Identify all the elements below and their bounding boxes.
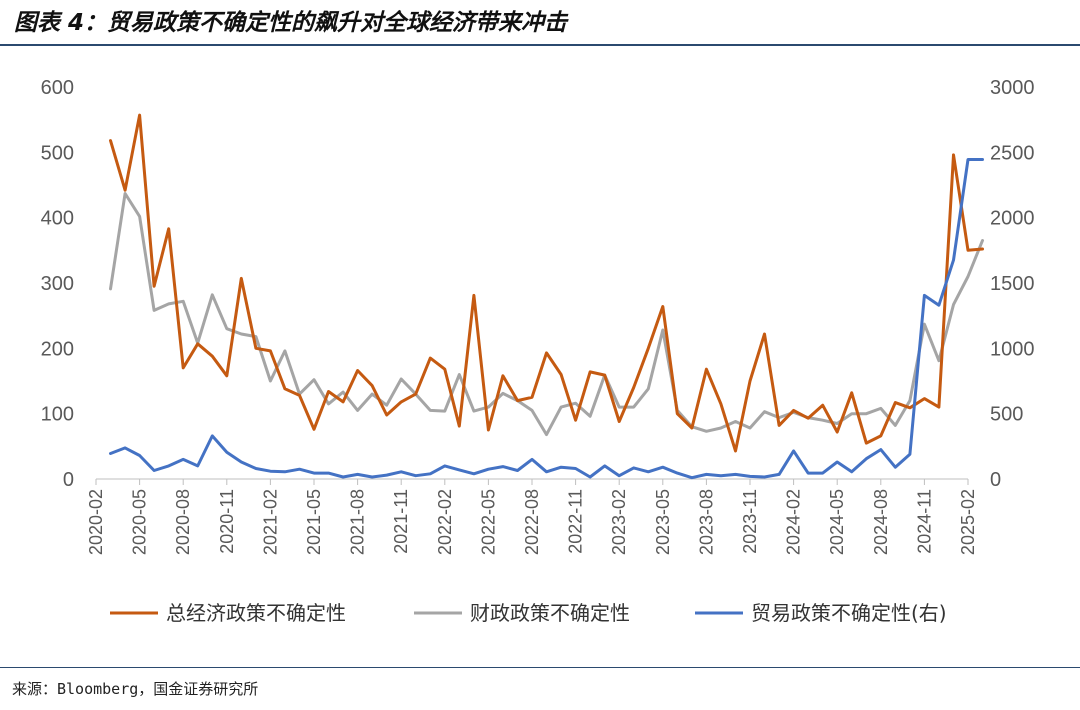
x-tick-label: 2021-02 [260, 489, 280, 555]
x-tick-label: 2024-11 [914, 489, 934, 554]
right-y-tick-label: 2000 [990, 208, 1035, 230]
x-tick-label: 2022-05 [478, 489, 498, 555]
left-y-tick-label: 600 [41, 77, 74, 99]
x-tick-label: 2020-05 [130, 489, 150, 555]
x-tick-label: 2022-02 [435, 489, 455, 555]
x-tick-label: 2020-02 [86, 489, 106, 555]
legend-label-3: 贸易政策不确定性(右) [751, 601, 947, 625]
left-y-tick-label: 200 [41, 338, 74, 360]
series-line-2 [109, 192, 984, 437]
legend-label-2: 财政政策不确定性 [470, 601, 630, 625]
legend: 总经济政策不确定性 财政政策不确定性 贸易政策不确定性(右) [110, 601, 947, 625]
x-tick-label: 2024-05 [827, 489, 847, 555]
right-y-tick-label: 1000 [990, 338, 1035, 360]
right-y-tick-label: 0 [990, 469, 1001, 491]
x-tick-label: 2024-08 [871, 489, 891, 555]
right-y-tick-label: 1500 [990, 273, 1035, 295]
x-tick-label: 2023-08 [696, 489, 716, 555]
x-tick-label: 2025-02 [958, 489, 978, 555]
left-y-axis: 0 100 200 300 400 500 600 [41, 77, 74, 491]
legend-label-1: 总经济政策不确定性 [166, 601, 346, 625]
line-chart: 0 100 200 300 400 500 600 0 500 1000 1500 2000 2500… [41, 77, 1035, 625]
x-tick-label: 2021-11 [391, 489, 411, 554]
figure-title: 图表 4：贸易政策不确定性的飙升对全球经济带来冲击 [14, 10, 568, 36]
series-layer [109, 113, 984, 480]
source-divider [0, 667, 1080, 668]
x-tick-label: 2023-11 [740, 489, 760, 554]
x-tick-label: 2024-02 [784, 489, 804, 555]
series-line-1 [109, 113, 984, 453]
series-line-3 [109, 158, 984, 480]
right-y-tick-label: 3000 [990, 77, 1035, 99]
x-tick-label: 2021-05 [304, 489, 324, 555]
x-tick-label: 2021-08 [348, 489, 368, 555]
title-divider [0, 44, 1080, 46]
left-y-tick-label: 100 [41, 404, 74, 426]
left-y-tick-label: 400 [41, 208, 74, 230]
right-y-tick-label: 2500 [990, 142, 1035, 164]
left-y-tick-label: 300 [41, 273, 74, 295]
right-y-tick-label: 500 [990, 404, 1023, 426]
source-note: 来源：Bloomberg，国金证券研究所 [12, 680, 259, 698]
x-tick-label: 2022-08 [522, 489, 542, 555]
x-axis: 2020-02 2020-05 2020-08 2020-11 2021-02 2021-… [86, 478, 978, 555]
left-y-tick-label: 0 [63, 469, 74, 491]
right-y-axis: 0 500 1000 1500 2000 2500 3000 [990, 77, 1035, 491]
x-tick-label: 2020-08 [173, 489, 193, 555]
x-tick-label: 2022-11 [566, 489, 586, 554]
x-tick-label: 2023-05 [653, 489, 673, 555]
x-tick-label: 2020-11 [217, 489, 237, 554]
left-y-tick-label: 500 [41, 142, 74, 164]
x-tick-label: 2023-02 [609, 489, 629, 555]
